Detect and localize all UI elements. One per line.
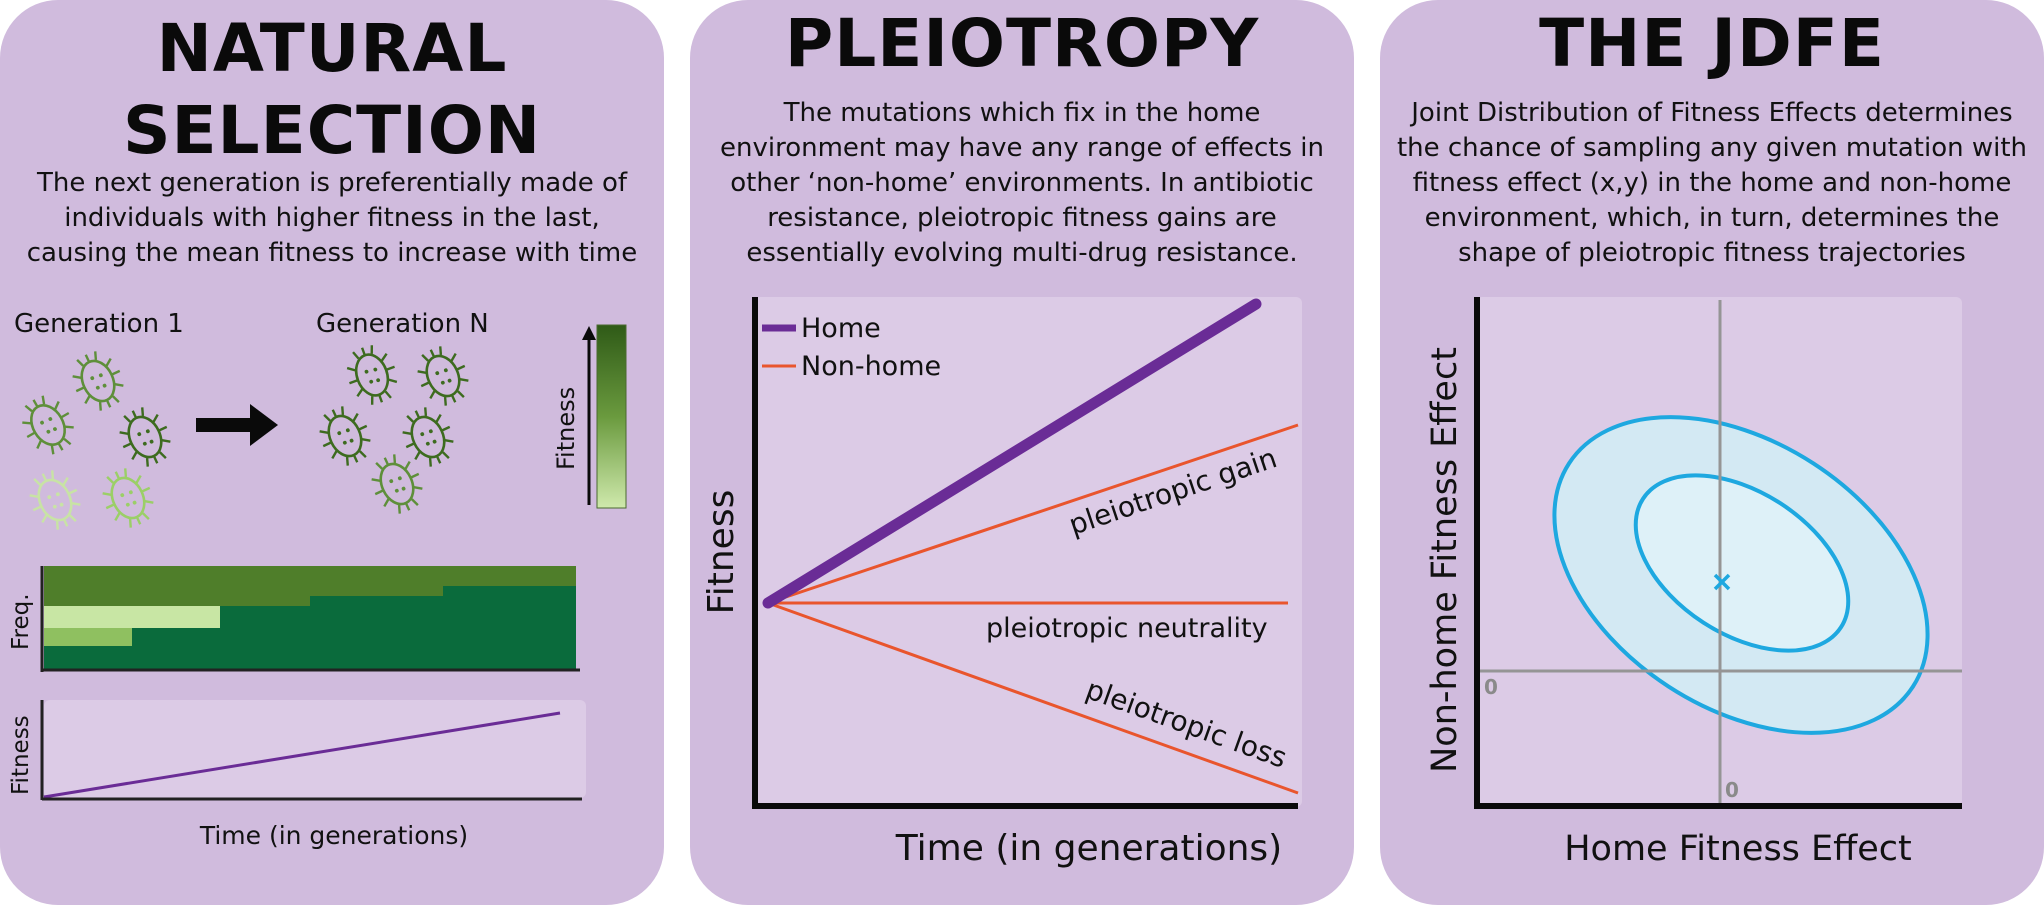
generation-n-label: Generation N	[316, 309, 489, 339]
generation-1-label: Generation 1	[14, 309, 184, 339]
x-axis-label: Time (in generations)	[895, 828, 1282, 869]
panel-title: PLEIOTROPY	[784, 5, 1260, 82]
mean-fitness-plot: Fitness	[8, 700, 586, 801]
pleiotropy-figure: Home Non-home pleiotropic gain pleiotrop…	[701, 297, 1302, 869]
freq-axis-label: Freq.	[8, 593, 34, 650]
pleiotropic-gain-line	[767, 423, 1299, 605]
legend-home: Home	[801, 313, 881, 344]
y-origin-label: 0	[1484, 675, 1498, 699]
pleiotropic-neutrality-label: pleiotropic neutrality	[986, 613, 1268, 644]
mean-marker-icon	[1713, 573, 1731, 591]
legend-nonhome: Non-home	[801, 351, 941, 382]
panel-natural-selection: NATURAL SELECTION The next generation is…	[0, 0, 664, 905]
plot-area	[754, 297, 1302, 807]
panel-description: The next generation is preferentially ma…	[26, 168, 638, 268]
panel-description: Joint Distribution of Fitness Effects de…	[1396, 98, 2028, 268]
x-axis-label: Home Fitness Effect	[1564, 829, 1912, 869]
generation-n-bacteria	[309, 338, 479, 522]
arrow-icon	[196, 404, 278, 446]
panel-title: THE JDFE	[1539, 5, 1885, 82]
x-origin-label: 0	[1725, 778, 1739, 802]
panel-title: NATURAL SELECTION	[122, 10, 542, 169]
jdfe-figure: 0 0 Non-home Fitness Effect Home Fitness…	[1425, 297, 1962, 869]
generation-1-bacteria	[11, 343, 181, 538]
inner-contour	[1633, 473, 1851, 653]
fitness-axis-label: Fitness	[8, 715, 34, 795]
time-axis-label: Time (in generations)	[199, 821, 468, 850]
frequency-plot: Freq.	[8, 566, 580, 672]
colorbar-label: Fitness	[552, 387, 580, 470]
panel-pleiotropy: PLEIOTROPY The mutations which fix in th…	[690, 0, 1354, 905]
panel-description: The mutations which fix in the home envi…	[720, 98, 1324, 268]
legend: Home Non-home	[762, 313, 941, 382]
home-fitness-line	[762, 298, 1262, 609]
natural-selection-figure: Generation 1 Generation N	[8, 309, 627, 850]
y-axis-label: Non-home Fitness Effect	[1425, 347, 1465, 773]
panel-jdfe: THE JDFE Joint Distribution of Fitness E…	[1380, 0, 2044, 905]
fitness-colorbar: Fitness	[552, 324, 627, 509]
y-axis-label: Fitness	[701, 490, 742, 615]
pleiotropic-loss-line	[767, 601, 1299, 795]
